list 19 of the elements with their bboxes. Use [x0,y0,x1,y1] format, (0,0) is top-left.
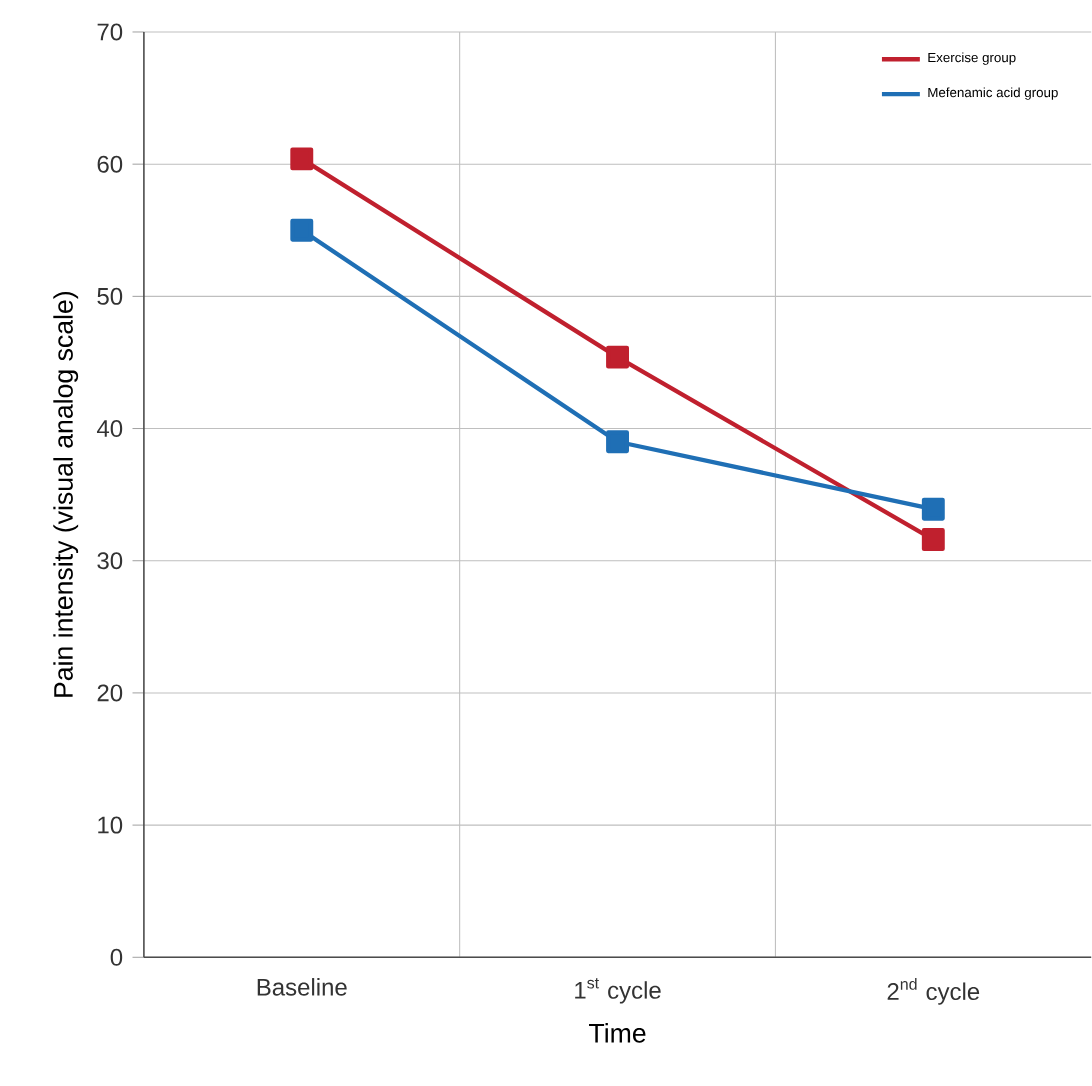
y-tick-label: 0 [110,949,123,967]
y-tick-label: 30 [97,552,123,570]
point [606,346,629,370]
point [921,498,945,522]
point [290,147,314,171]
x-tick-label: 2$^{nd}$ cycle [887,978,980,1006]
y-axis-title: Pain intensity (visual analog scale) [53,292,79,698]
y-tick-label: 70 [97,23,123,41]
y-tick-label: 60 [97,156,123,174]
y-tick-label: 40 [96,420,123,438]
y-tick-label: 20 [97,684,123,702]
y-tick-label: 10 [98,817,123,835]
x-axis-title: Time [589,1023,646,1044]
y-tick-label: 50 [97,288,123,306]
x-tick-label: Baseline [257,978,347,997]
point [290,219,314,243]
point [921,528,945,552]
point [606,430,629,454]
x-tick-label: 1$^{st}$ cycle [575,978,661,1004]
